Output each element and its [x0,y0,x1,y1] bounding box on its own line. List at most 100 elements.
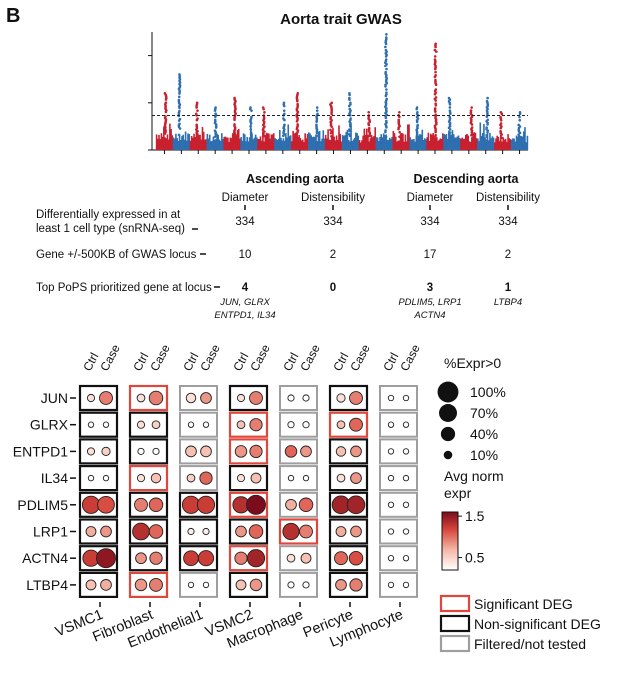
expression-dot [246,494,266,515]
snp-band [341,134,344,150]
table-cell: 4 [242,282,249,294]
snp-band [300,140,303,150]
expression-dot [235,579,247,591]
snp-band [266,133,269,150]
expression-dot [249,578,263,592]
snp-band [437,140,439,150]
snp-peak-point [470,106,473,109]
snp-band [294,132,297,150]
snp-peak-point [178,73,181,76]
snp-band [492,137,495,150]
snp-peak-point [448,109,452,112]
snp-peak-point [486,96,489,100]
snp-band [427,132,430,150]
snp-band [400,132,403,150]
snp-peak-point [469,109,473,112]
snp-band [353,137,356,150]
dotplot-cell-box [228,465,269,492]
snp-peak-point [485,133,488,137]
snp-peak-point [385,36,388,39]
snp-band [310,135,313,150]
table-column-header: Distensibility [476,192,540,204]
snp-peak-point [398,135,401,139]
snp-band [205,139,207,150]
snp-band [362,135,364,150]
expression-dot [402,501,410,508]
expression-dot [302,394,310,402]
snp-band [472,133,474,150]
expression-dot [87,421,95,428]
snp-band [277,138,280,150]
snp-peak-point [398,110,401,114]
table-row-label: Gene +/-500KB of GWAS locus [36,249,197,261]
snp-peak-point [348,107,352,111]
snp-band [208,134,211,150]
snp-band [495,138,497,150]
snp-band [159,139,162,150]
expression-dot [100,579,112,591]
snp-band [200,139,203,150]
snp-peak-point [178,117,182,121]
snp-band [357,135,360,150]
snp-band [169,123,171,150]
chromosome-7-points [257,106,275,150]
snp-band [178,134,181,150]
snp-band [370,135,373,150]
snp-peak-point [448,115,451,119]
snp-peak-point [499,110,503,114]
expression-dot [334,551,348,566]
snp-band [278,130,281,150]
expression-dot [183,550,199,567]
expression-dot [200,445,212,458]
snp-band [484,137,486,150]
expression-dot [349,391,363,405]
snp-peak-point [329,128,332,132]
snp-band [363,128,366,150]
expression-dot [81,495,101,514]
snp-peak-point [447,96,451,100]
snp-band [254,134,257,150]
snp-band [490,138,492,150]
snp-peak-point [195,101,199,105]
dotplot-cell-box [128,438,169,465]
snp-band [413,139,415,150]
size-legend-label: 10% [470,447,498,463]
snp-peak-point [213,129,217,132]
snp-band [269,138,271,150]
expression-dot [287,421,295,429]
expression-dot [199,471,213,485]
snp-band [214,139,217,150]
snp-band [288,136,291,150]
snp-band [473,132,476,150]
snp-band [486,130,489,150]
snp-band [364,134,367,150]
snp-band [485,139,488,150]
color-legend-bar [441,511,459,571]
expression-dot [387,448,395,455]
dotplot-cell-box [379,491,418,518]
snp-band [196,136,199,150]
snp-band [434,134,437,150]
expression-dot [100,525,112,538]
snp-peak-point [316,112,319,116]
snp-band [256,137,258,150]
snp-band [155,134,158,150]
snp-peak-point [349,101,352,105]
expression-dot [349,417,363,432]
expression-dot [336,393,346,403]
snp-band [192,137,194,150]
snp-band [245,141,247,150]
color-legend-tick-label: 0.5 [465,550,485,566]
dotplot-cell-box [228,384,269,412]
snp-band [164,137,166,150]
snp-band [393,133,396,150]
chromosome-2-points [172,73,191,150]
snp-peak-point [385,67,388,71]
snp-band [369,138,372,150]
snp-peak-point [397,118,401,122]
snp-band [246,137,248,150]
snp-peak-point [261,106,265,109]
expression-dot [185,392,197,404]
box-legend-swatch [439,614,471,633]
